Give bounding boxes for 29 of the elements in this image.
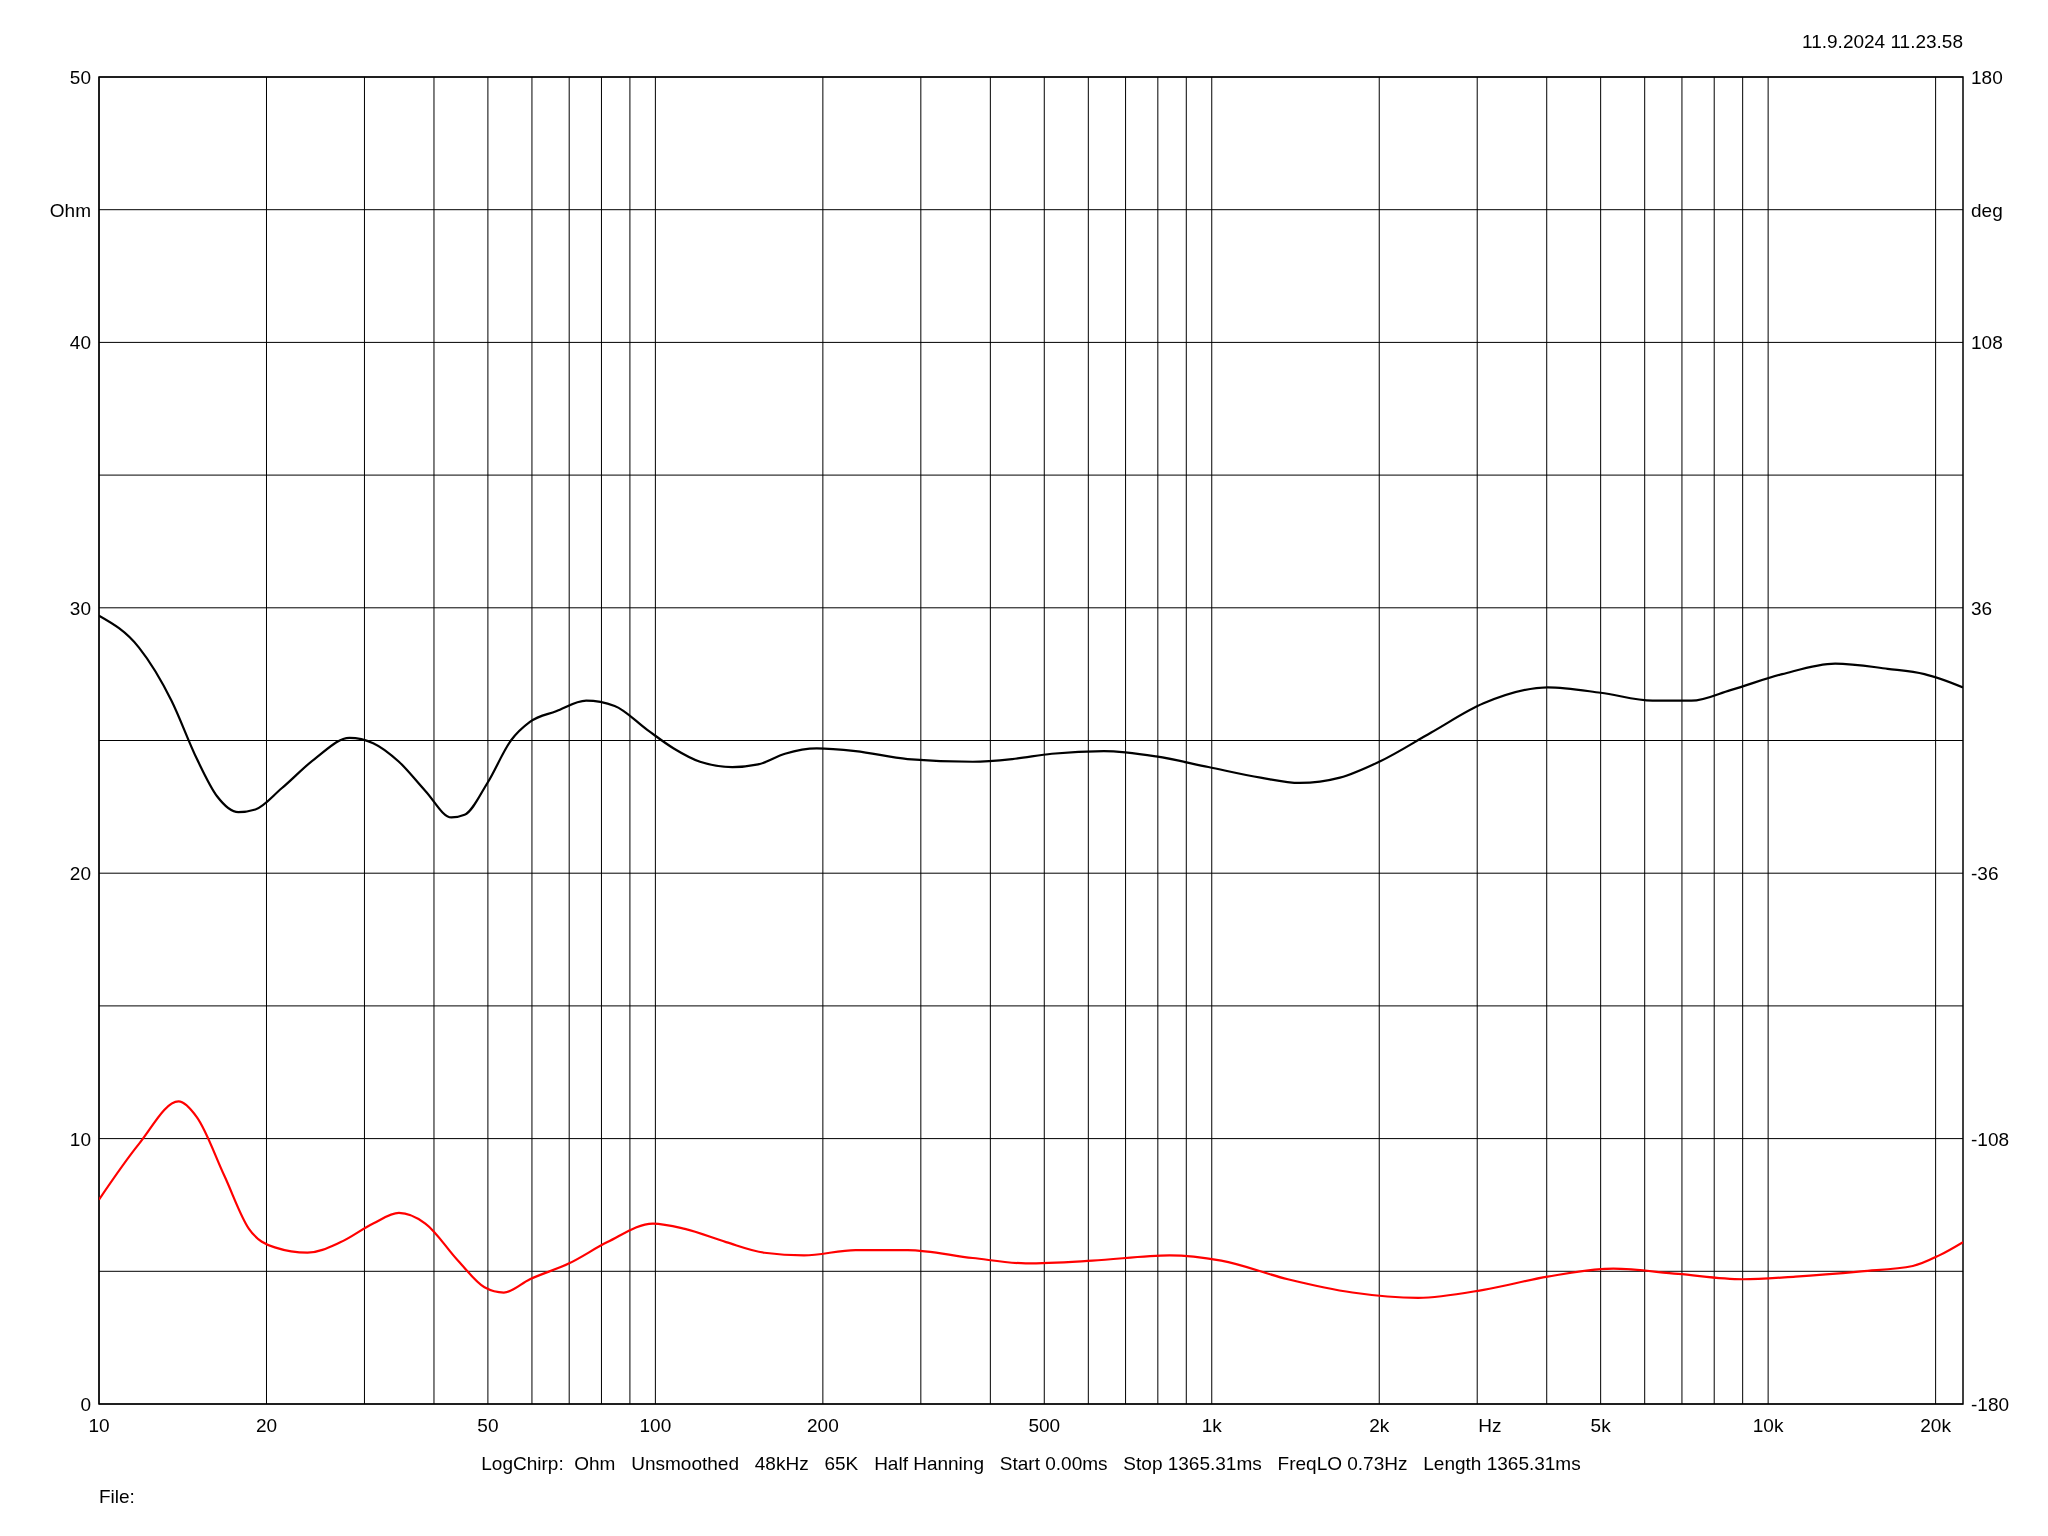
text: File: <box>99 1486 135 1507</box>
x-tick-label: 50 <box>477 1415 499 1436</box>
x-tick-label: 2k <box>1369 1415 1390 1436</box>
x-tick-label: 10 <box>88 1415 110 1436</box>
y-tick-label: 0 <box>80 1394 91 1415</box>
y-axis-title: Ohm <box>49 199 91 221</box>
y-tick-label: 20 <box>69 863 91 885</box>
x-tick-label: 1k <box>1201 1415 1223 1436</box>
text: 11.9.2024 11.23.58 <box>1802 31 1963 52</box>
y2-tick-label: -108 <box>1971 1128 2010 1150</box>
y2-axis-title: deg <box>1971 199 2003 221</box>
y2-tick-label: 108 <box>1971 332 2003 354</box>
y2-tick-label: 180 <box>1971 67 2003 88</box>
x-tick-label: 5k <box>1590 1415 1612 1436</box>
x-tick-label: 20 <box>255 1415 278 1436</box>
y-tick-label: 30 <box>69 597 91 619</box>
y-tick-label: 10 <box>69 1128 91 1150</box>
x-axis-title: Hz <box>1478 1415 1502 1436</box>
text: LogChirp: Ohm Unsmoothed 48kHz 65K Half Hanning Start 0.00ms Stop 1365.31ms FreqLO 0.73Hz Length 1365.31ms <box>481 1453 1581 1474</box>
y2-tick-label: -180 <box>1971 1394 2010 1415</box>
x-tick-label: 500 <box>1028 1415 1061 1436</box>
y2-tick-label: -36 <box>1971 863 1999 885</box>
x-tick-label: 100 <box>639 1415 672 1436</box>
y2-tick-label: 36 <box>1971 597 1993 619</box>
x-tick-label: 20k <box>1920 1415 1952 1436</box>
x-tick-label: 10k <box>1752 1415 1784 1436</box>
y-tick-label: 40 <box>69 332 91 354</box>
y-tick-label: 50 <box>69 67 91 88</box>
x-tick-label: 200 <box>807 1415 839 1436</box>
